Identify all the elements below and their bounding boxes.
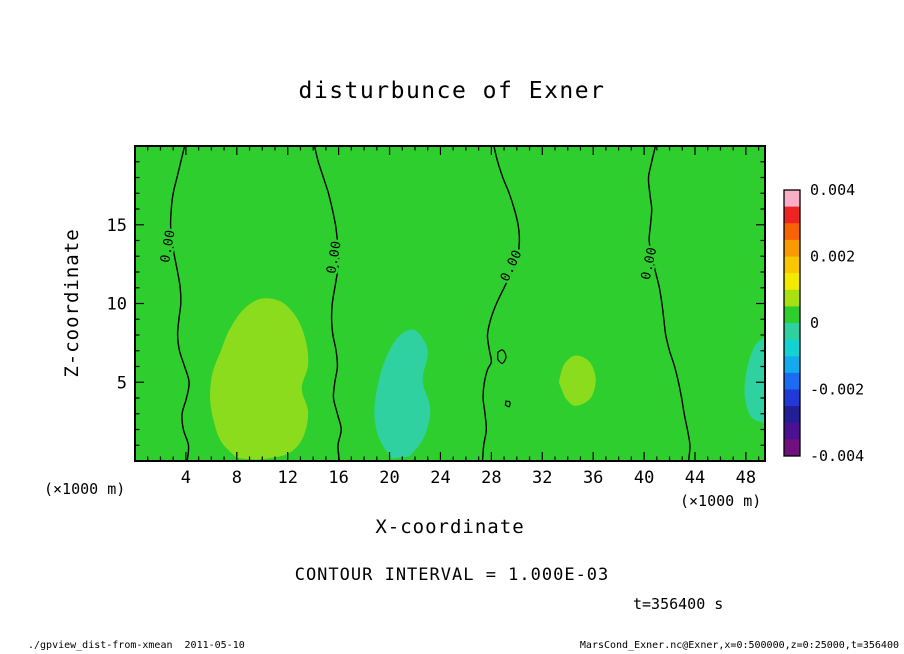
- colorbar-segment: [784, 190, 800, 208]
- zero-contour-line-2: [313, 146, 342, 461]
- colorbar-tick-label: 0.002: [810, 248, 855, 266]
- x-tick-label: 20: [379, 468, 399, 488]
- colorbar-segment: [784, 389, 800, 407]
- time-annotation: t=356400 s: [633, 595, 724, 613]
- plot-title: disturbunce of Exner: [298, 78, 606, 104]
- y-tick-label: 15: [107, 216, 127, 236]
- x-tick-label: 48: [736, 468, 756, 488]
- y-axis-label: Z-coordinate: [61, 228, 83, 378]
- x-tick-label: 16: [328, 468, 348, 488]
- x-tick-label: 44: [685, 468, 705, 488]
- colorbar-tick-label: 0: [810, 314, 819, 332]
- y-tick-label: 10: [107, 295, 127, 315]
- colorbar-tick-label: -0.002: [810, 381, 864, 399]
- colorbar-segment: [784, 206, 800, 224]
- footer-command: ./gpview_dist-from-xmean 2011-05-10: [28, 640, 245, 651]
- axis-units-right: (×1000 m): [680, 492, 762, 510]
- zero-contour-line-1: [169, 146, 190, 461]
- colorbar-segment: [784, 256, 800, 274]
- closed-contour-1: [497, 349, 507, 364]
- colorbar-frame: [783, 189, 801, 457]
- colorbar-segment: [784, 306, 800, 324]
- colorbar-segment: [784, 239, 800, 257]
- colorbar-tick-label: -0.004: [810, 447, 864, 465]
- x-axis-label: X-coordinate: [375, 516, 525, 538]
- fill-region-positive-anomaly-left: [210, 298, 309, 460]
- x-tick-label: 32: [532, 468, 552, 488]
- axis-units-left: (×1000 m): [44, 480, 126, 498]
- x-tick-label: 12: [277, 468, 297, 488]
- colorbar-segment: [784, 372, 800, 390]
- colorbar-segment: [784, 289, 800, 307]
- fill-region-positive-anomaly-mid: [558, 355, 596, 406]
- x-tick-label: 24: [430, 468, 450, 488]
- colorbar-segment: [784, 356, 800, 374]
- x-tick-label: 40: [634, 468, 654, 488]
- colorbar-tick-label: 0.004: [810, 181, 855, 199]
- fill-region-negative-anomaly-right-edge: [744, 336, 765, 424]
- y-tick-label: 5: [117, 373, 127, 393]
- colorbar-segment: [784, 406, 800, 424]
- x-tick-label: 36: [583, 468, 603, 488]
- zero-contour-line-3: [481, 146, 521, 461]
- colorbar-segment: [784, 273, 800, 291]
- colorbar-segment: [784, 422, 800, 440]
- zero-contour-line-4: [647, 146, 691, 461]
- x-tick-label: 8: [232, 468, 242, 488]
- closed-contour-2: [504, 400, 511, 408]
- fill-region-negative-anomaly-mid: [374, 329, 431, 459]
- colorbar-segment: [784, 439, 800, 457]
- colorbar-segment: [784, 339, 800, 357]
- x-tick-label: 28: [481, 468, 501, 488]
- x-tick-label: 4: [181, 468, 191, 488]
- colorbar-segment: [784, 223, 800, 241]
- footer-source: MarsCond_Exner.nc@Exner,x=0:500000,z=0:2…: [579, 640, 899, 651]
- contour-interval-note: CONTOUR INTERVAL = 1.000E-03: [294, 565, 610, 585]
- colorbar-segment: [784, 323, 800, 341]
